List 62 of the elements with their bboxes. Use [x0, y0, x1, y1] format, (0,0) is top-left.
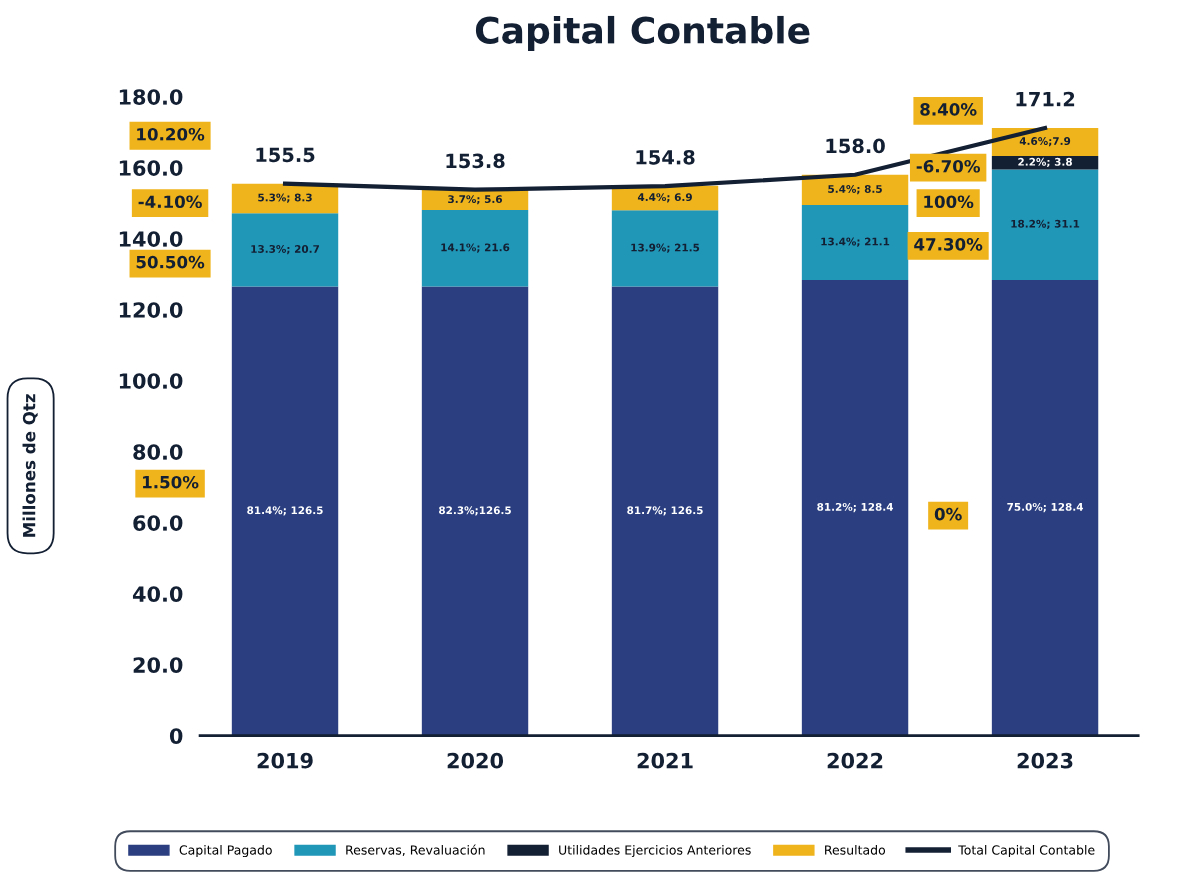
data-label: 14.1%; 21.6: [441, 243, 510, 253]
annotation: 10.20%: [137, 127, 205, 141]
annotation: 47.30%: [914, 238, 983, 251]
y-tick-label: 60.0: [133, 515, 183, 531]
data-label: 171.2: [1016, 91, 1075, 107]
x-tick-label: 2023: [1017, 752, 1073, 769]
x-tick-label: 2020: [447, 752, 504, 769]
data-label: 154.8: [636, 149, 695, 165]
legend-label: Resultado: [825, 845, 886, 855]
data-label: 13.4%; 21.1: [821, 237, 890, 247]
y-tick-label: 140.0: [119, 231, 183, 247]
data-label: 4.6%;7.9: [1019, 137, 1071, 147]
legend-label: Reservas, Revaluación: [346, 844, 485, 856]
annotation: 8.40%: [920, 103, 977, 116]
y-tick-label: 40.0: [132, 586, 183, 602]
x-tick-label: 2021: [637, 752, 693, 769]
x-tick-label: 2022: [827, 752, 883, 769]
y-tick-label: 160.0: [119, 160, 183, 176]
annotation: -6.70%: [916, 159, 980, 173]
bar: [991, 279, 1099, 736]
data-label: 158.0: [826, 138, 885, 154]
data-label: 81.7%; 126.5: [627, 506, 703, 516]
bar: [231, 286, 339, 736]
bar: [231, 213, 339, 287]
bar: [801, 204, 909, 280]
annotation: 0%: [934, 507, 962, 521]
data-label: 81.4%; 126.5: [247, 506, 323, 516]
annotation: 50.50%: [136, 255, 205, 269]
data-label: 5.4%; 8.5: [828, 185, 882, 195]
annotation: -4.10%: [138, 195, 202, 209]
bar: [421, 286, 529, 736]
y-tick-label: 120.0: [119, 302, 183, 318]
y-tick-label: 80.0: [133, 444, 183, 460]
data-label: 13.3%; 20.7: [251, 245, 320, 255]
data-label: 2.2%; 3.8: [1018, 157, 1072, 168]
data-label: 4.4%; 6.9: [637, 193, 692, 203]
bar: [421, 209, 529, 287]
data-label: 75.0%; 128.4: [1007, 502, 1084, 513]
x-tick-label: 2019: [257, 752, 313, 769]
data-label: 153.8: [446, 153, 505, 169]
data-label: 5.3%; 8.3: [258, 193, 312, 203]
text: 1.50%: [143, 475, 199, 489]
data-label: 155.5: [256, 147, 315, 163]
y-tick-label: 0: [169, 728, 183, 744]
bar: [611, 210, 719, 287]
y-tick-label: 20.0: [133, 657, 183, 673]
legend-label: Capital Pagado: [179, 845, 272, 858]
data-label: 82.3%;126.5: [439, 506, 511, 516]
annotation: 100%: [924, 195, 974, 209]
data-label: 18.2%; 31.1: [1011, 219, 1080, 230]
data-label: 3.7%; 5.6: [448, 195, 503, 205]
data-label: 81.2%; 128.4: [817, 502, 894, 513]
y-axis-title: Millones de Qtz: [22, 394, 38, 537]
y-tick-label: 100.0: [119, 373, 183, 389]
chart-title: Capital Contable: [475, 15, 810, 51]
bar: [611, 286, 719, 736]
y-tick-label: 180.0: [119, 89, 183, 105]
data-label: 13.9%; 21.5: [631, 243, 700, 253]
bar: [801, 279, 909, 736]
legend-label: Utilidades Ejercicios Anteriores: [559, 845, 751, 858]
bar: [991, 169, 1099, 280]
legend-label: Total Capital Contable: [958, 845, 1095, 858]
